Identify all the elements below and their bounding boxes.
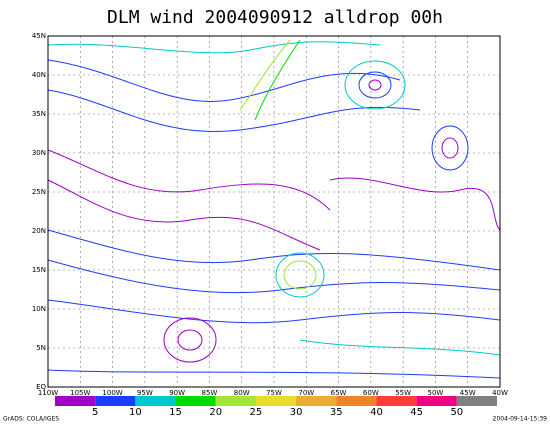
lat-label: 20N — [32, 227, 46, 235]
colorbar-swatch — [215, 396, 256, 406]
lon-label: 110W — [38, 389, 58, 397]
streamline — [47, 41, 381, 54]
lon-label: 100W — [102, 389, 122, 397]
colorbar-label: 50 — [450, 407, 463, 418]
colorbar-swatch — [416, 396, 457, 406]
colorbar-label: 20 — [209, 407, 222, 418]
colorbar-swatch — [55, 396, 96, 406]
streamline — [47, 369, 501, 379]
lat-label: 5N — [36, 344, 46, 352]
vortex — [344, 60, 406, 110]
lat-label: EQ — [36, 383, 46, 391]
vortex — [358, 71, 392, 99]
lon-label: 95W — [137, 389, 153, 397]
colorbar: 5 10 15 20 25 30 35 40 45 50 — [55, 396, 497, 418]
streamline — [47, 59, 401, 103]
lat-label: 30N — [32, 149, 46, 157]
streamline — [47, 89, 421, 133]
title: DLM wind 2004090912 alldrop 00h — [107, 7, 443, 28]
lon-label: 105W — [70, 389, 90, 397]
streamline — [299, 339, 501, 356]
vortex — [441, 137, 459, 159]
vortex — [275, 252, 325, 298]
colorbar-swatch — [175, 396, 216, 406]
lat-label: 25N — [32, 188, 46, 196]
lat-label: 35N — [32, 110, 46, 118]
streamline — [47, 259, 501, 294]
colorbar-label: 40 — [370, 407, 383, 418]
lon-label: 45W — [460, 389, 476, 397]
lat-label: 45N — [32, 32, 46, 40]
vortex — [163, 317, 217, 363]
colorbar-swatch — [456, 396, 497, 406]
lon-label: 85W — [202, 389, 218, 397]
colorbar-swatch — [255, 396, 297, 406]
colorbar-swatch — [376, 396, 417, 406]
streamline — [239, 39, 291, 111]
lon-label: 50W — [428, 389, 444, 397]
lon-label: 65W — [331, 389, 347, 397]
colorbar-swatch — [95, 396, 136, 406]
streamline — [329, 177, 501, 231]
colorbar-label: 30 — [290, 407, 303, 418]
colorbar-swatch — [135, 396, 176, 406]
streamline — [254, 39, 301, 121]
colorbar-swatch — [336, 396, 377, 406]
lat-label: 10N — [32, 305, 46, 313]
lon-label: 80W — [234, 389, 250, 397]
streamline — [47, 229, 501, 271]
streamline — [47, 149, 331, 211]
colorbar-label: 15 — [169, 407, 182, 418]
lon-label: 60W — [363, 389, 379, 397]
footer-left: GrADS: COLA/IGES — [3, 416, 59, 423]
vortex — [368, 79, 382, 91]
lon-label: 90W — [169, 389, 185, 397]
colorbar-swatch — [296, 396, 337, 406]
vortex — [177, 329, 203, 351]
lon-label: 55W — [395, 389, 411, 397]
vortex — [431, 125, 469, 171]
colorbar-label: 45 — [410, 407, 423, 418]
graticule — [48, 36, 500, 387]
streamline — [47, 179, 321, 251]
lat-label: 40N — [32, 71, 46, 79]
footer-right: 2004-09-14-15:39 — [493, 416, 548, 423]
streamlines — [47, 39, 501, 379]
vortex — [283, 260, 317, 290]
colorbar-label: 10 — [129, 407, 142, 418]
lon-label: 75W — [266, 389, 282, 397]
lon-label: 70W — [298, 389, 314, 397]
streamline — [47, 299, 501, 324]
map-frame — [47, 35, 501, 388]
lon-label: 40W — [492, 389, 508, 397]
colorbar-label: 5 — [92, 407, 98, 418]
colorbar-label: 25 — [250, 407, 263, 418]
lat-label: 15N — [32, 266, 46, 274]
colorbar-label: 35 — [330, 407, 343, 418]
